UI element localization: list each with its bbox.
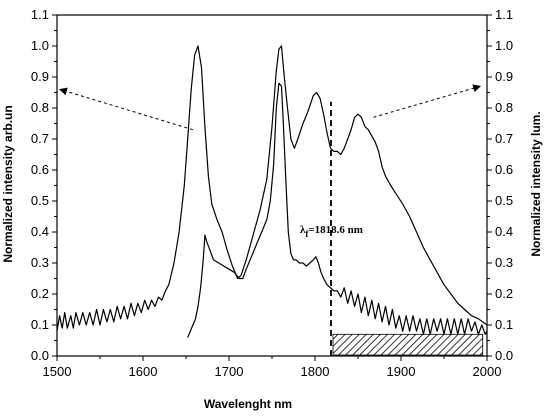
y-tick-label-right: 0.6 (495, 162, 513, 177)
y-tick-label-right: 1.1 (495, 7, 513, 22)
y-tick-label-left: 1.0 (31, 38, 49, 53)
hatched-region (332, 333, 484, 356)
y-tick-label-left: 0.5 (31, 193, 49, 208)
y-tick-label-left: 0.1 (31, 317, 49, 332)
y-tick-label-right: 0.7 (495, 131, 513, 146)
y-tick-label-left: 0.6 (31, 162, 49, 177)
x-tick-label: 1800 (301, 364, 330, 379)
series-line-2 (187, 82, 488, 338)
y-tick-label-right: 0.1 (495, 317, 513, 332)
y-tick-label-left: 0.9 (31, 69, 49, 84)
y-tick-label-right: 0.9 (495, 69, 513, 84)
arrow-to-right-axis (373, 84, 482, 118)
y-tick-label-left: 0.2 (31, 286, 49, 301)
y-tick-label-right: 0.2 (495, 286, 513, 301)
x-tick-label: 1600 (129, 364, 158, 379)
y-tick-label-left: 0.7 (31, 131, 49, 146)
x-tick-label: 2000 (473, 364, 502, 379)
y-tick-label-left: 0.0 (31, 348, 49, 363)
y-tick-label-right: 1.0 (495, 38, 513, 53)
y-tick-label-left: 0.8 (31, 100, 49, 115)
lambda-f-annotation: λf=1818.6 nm (300, 224, 363, 239)
y-tick-label-left: 1.1 (31, 7, 49, 22)
x-tick-label: 1700 (215, 364, 244, 379)
arrow-to-left-axis (59, 87, 194, 131)
y-axis-title-right: Normalized intensity lum. (529, 111, 543, 256)
lambda-subscript: f (305, 229, 309, 239)
series-line-1 (56, 45, 488, 332)
x-tick-label: 1500 (43, 364, 72, 379)
y-tick-label-left: 0.4 (31, 224, 49, 239)
y-axis-title-left: Normalized intensity arb.un (1, 105, 15, 262)
y-tick-label-right: 0.4 (495, 224, 513, 239)
y-tick-label-right: 0.5 (495, 193, 513, 208)
x-axis-title: Wavelenght nm (204, 397, 292, 411)
x-tick-label: 1900 (387, 364, 416, 379)
lambda-symbol: λ (300, 224, 306, 236)
plot-area (56, 45, 488, 356)
y-tick-label-right: 0.3 (495, 255, 513, 270)
lambda-value: =1818.6 nm (308, 224, 363, 236)
y-tick-label-right: 0.0 (495, 348, 513, 363)
y-tick-label-left: 0.3 (31, 255, 49, 270)
y-tick-label-right: 0.8 (495, 100, 513, 115)
